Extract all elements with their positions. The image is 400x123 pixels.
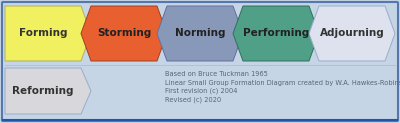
Polygon shape <box>309 6 395 61</box>
Polygon shape <box>5 68 91 114</box>
Text: Norming: Norming <box>175 29 225 38</box>
Text: Based on Bruce Tuckman 1965: Based on Bruce Tuckman 1965 <box>165 71 268 77</box>
Text: Forming: Forming <box>19 29 67 38</box>
FancyBboxPatch shape <box>2 2 398 121</box>
Text: Performing: Performing <box>243 29 309 38</box>
Text: Adjourning: Adjourning <box>320 29 384 38</box>
Polygon shape <box>233 6 319 61</box>
Text: Storming: Storming <box>97 29 151 38</box>
Polygon shape <box>81 6 167 61</box>
Text: Revised (c) 2020: Revised (c) 2020 <box>165 97 221 103</box>
Polygon shape <box>157 6 243 61</box>
Text: Reforming: Reforming <box>12 86 74 96</box>
Text: First revision (c) 2004: First revision (c) 2004 <box>165 88 238 94</box>
Polygon shape <box>5 6 91 61</box>
Text: Linear Small Group Formation Diagram created by W.A. Hawkes-Robinson: Linear Small Group Formation Diagram cre… <box>165 79 400 85</box>
